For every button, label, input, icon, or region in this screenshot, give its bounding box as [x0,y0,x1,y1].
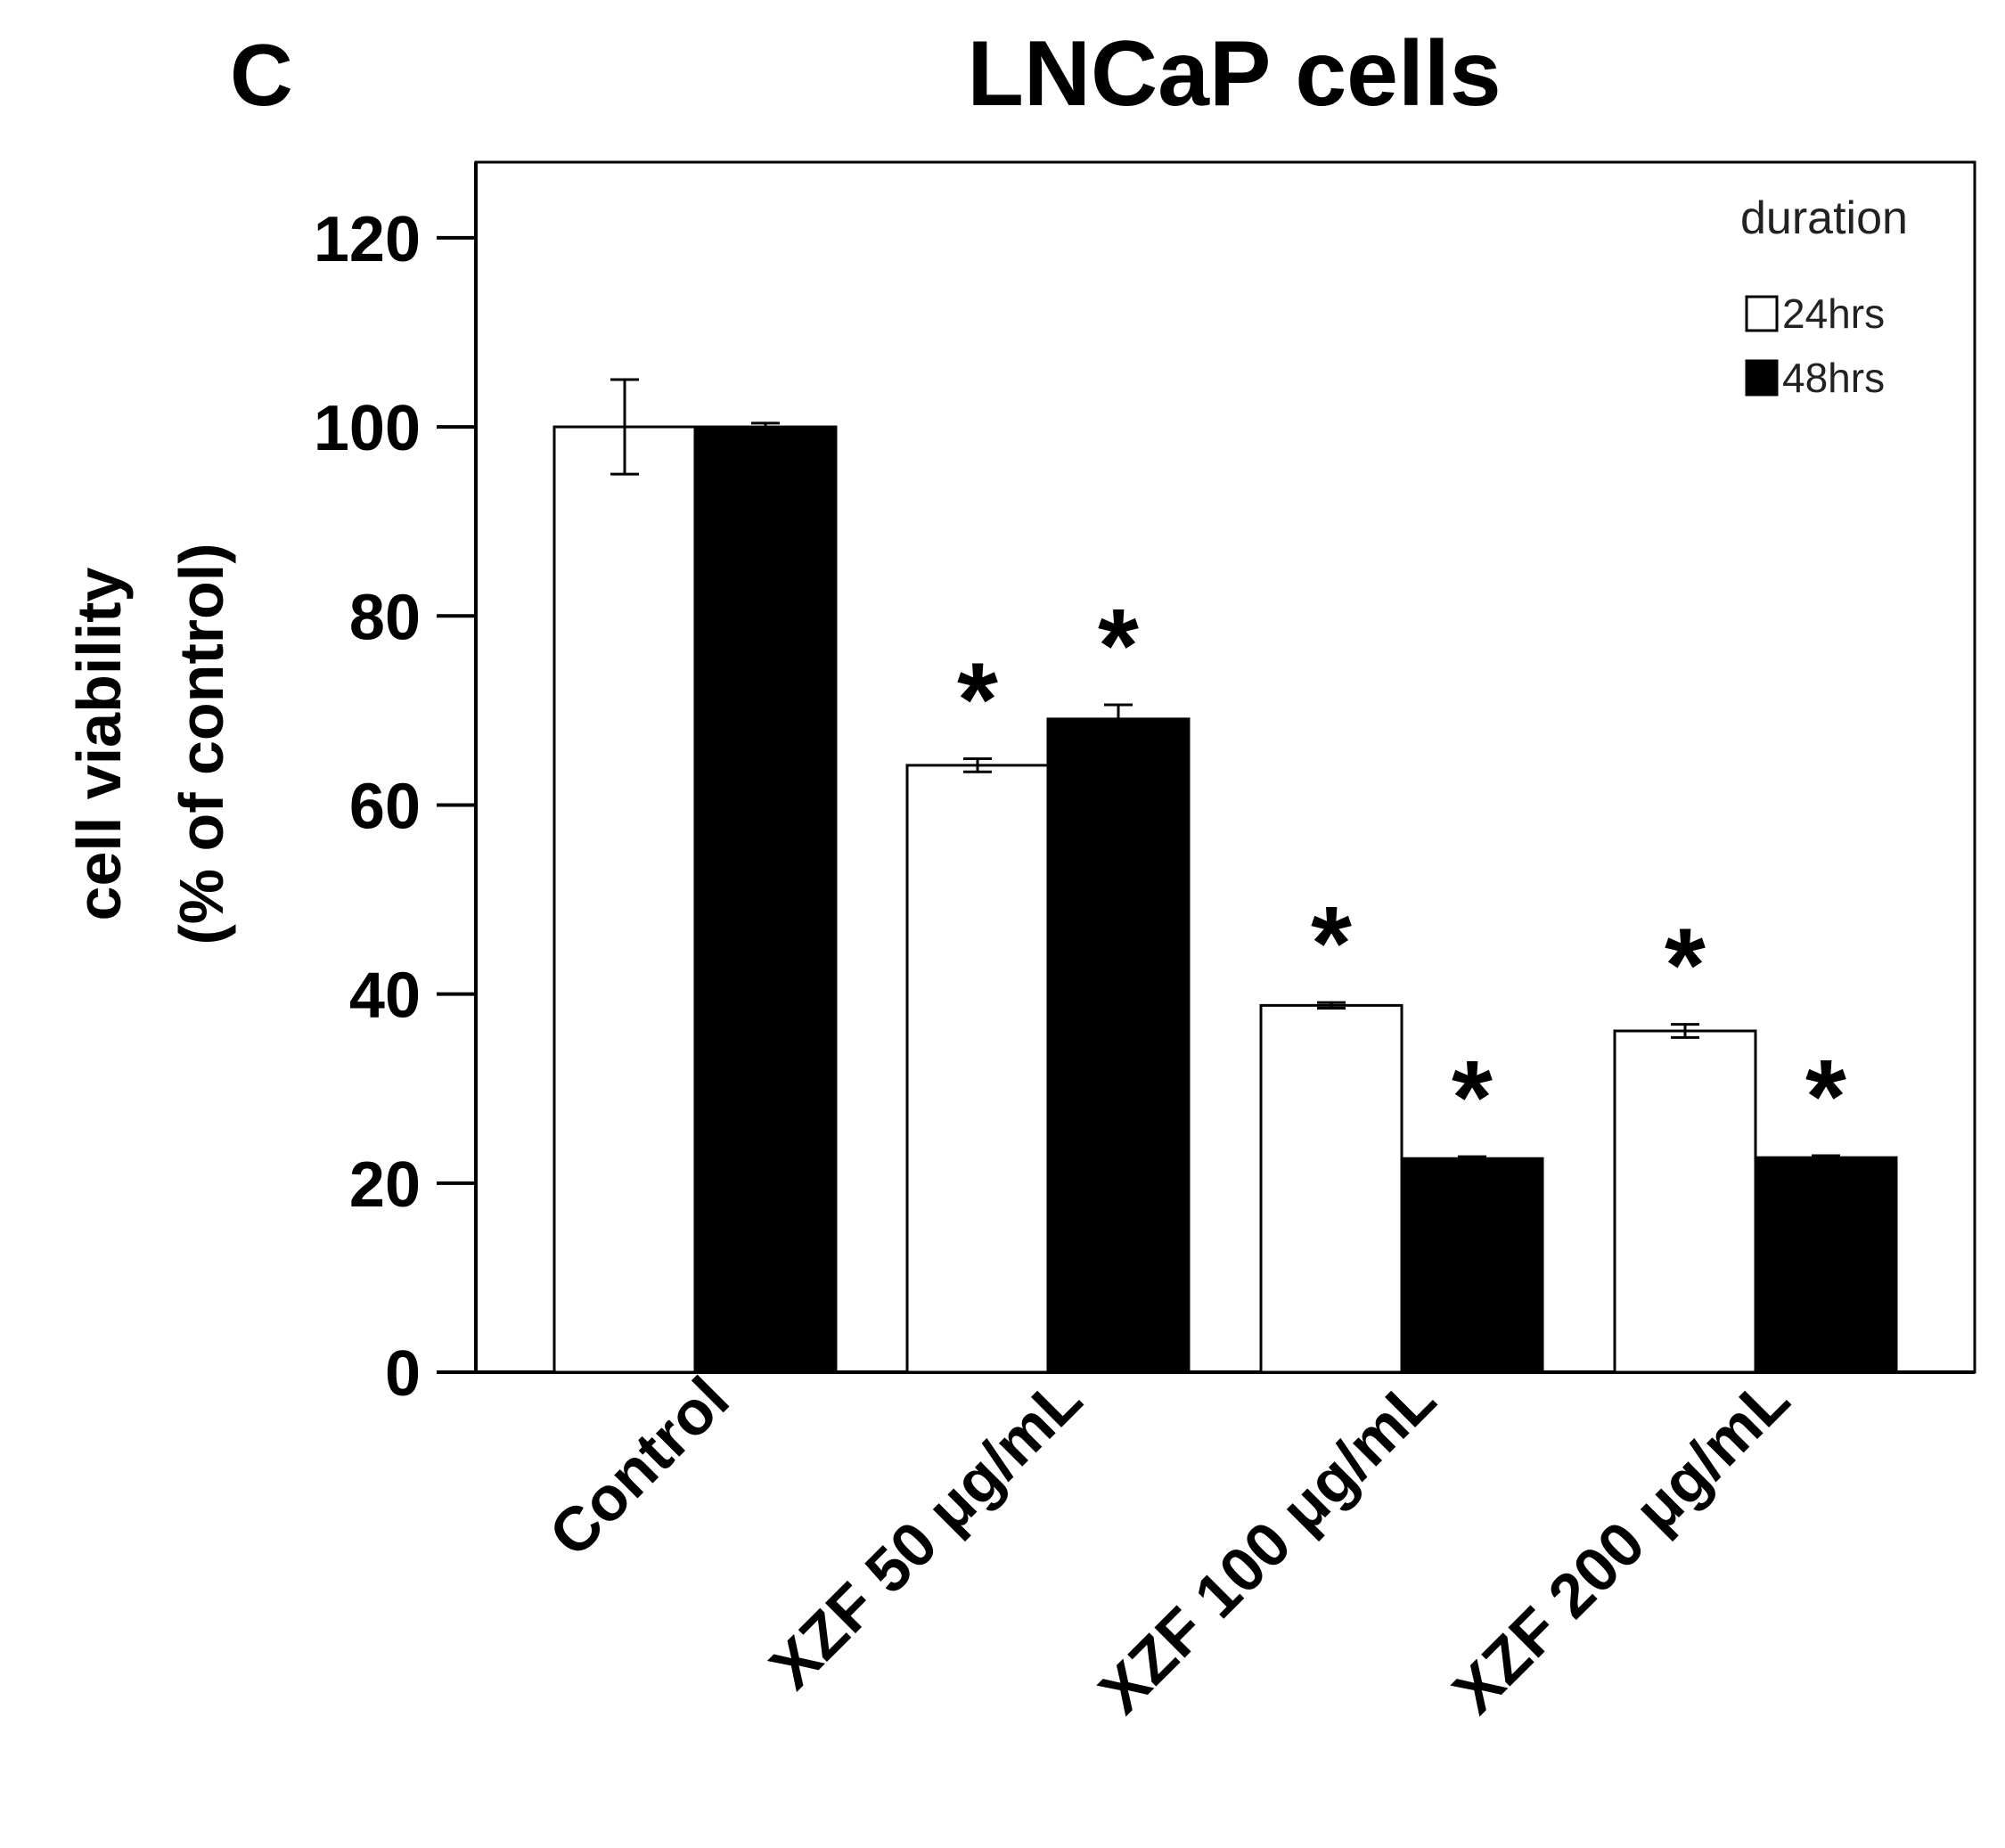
legend-title: duration [1740,192,1908,244]
x-tick-label: XZF 100 μg/mL [1085,1363,1448,1726]
significance-marker: * [957,641,998,758]
y-axis-label-line2: (% of control) [167,543,236,944]
y-tick-label: 20 [349,1149,421,1221]
x-tick-label: XZF 200 μg/mL [1439,1363,1802,1726]
x-tick-label: Control [536,1363,742,1569]
legend-label-24hrs: 24hrs [1782,290,1885,337]
bar [1400,1157,1544,1374]
legend-swatch-48hrs [1745,359,1779,397]
significance-marker: * [1452,1039,1493,1157]
bar [1754,1156,1898,1374]
y-tick-label: 80 [349,582,421,653]
y-tick-label: 40 [349,961,421,1032]
bar [1613,1029,1757,1374]
y-tick-label: 100 [314,393,421,464]
significance-marker: * [1098,587,1139,705]
significance-marker: * [1805,1038,1846,1156]
y-axis-label-line1: cell viability [64,568,134,921]
legend-label-48hrs: 48hrs [1782,355,1885,401]
bar [693,425,838,1374]
x-tick-label: XZF 50 μg/mL [757,1363,1095,1702]
legend-swatch-24hrs [1745,295,1779,332]
bar [552,425,697,1374]
y-tick-label: 0 [385,1338,421,1410]
bar [1046,717,1191,1374]
legend: duration 24hrs 48hrs [1740,192,1908,401]
chart-title: LNCaP cells [967,22,1501,126]
panel-label: C [230,26,293,124]
y-tick-label: 60 [349,771,421,842]
y-tick-label: 120 [314,204,421,275]
significance-marker: * [1665,907,1706,1025]
bar [1259,1003,1404,1374]
bar [905,764,1050,1374]
y-ticks: 0 20 40 60 80 100 120 [314,204,476,1410]
significance-marker: * [1311,885,1352,1002]
bars: * * * * * * [552,378,1898,1374]
